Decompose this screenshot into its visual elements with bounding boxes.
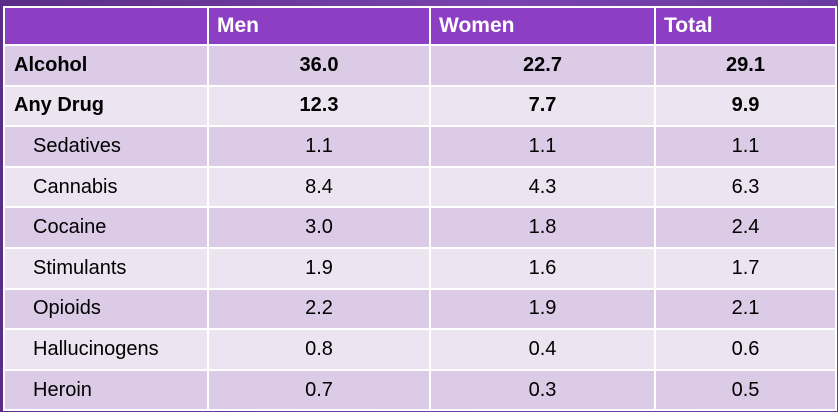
cell-men: 1.1 [207,125,431,168]
cell-men: 2.2 [207,287,431,331]
row-label: Hallucinogens [3,328,209,371]
cell-men: 1.9 [207,246,431,290]
cell-women: 22.7 [429,44,656,87]
header-row: Men Women Total [3,6,837,46]
cell-total: 6.3 [654,165,837,209]
prevalence-table: Men Women Total Alcohol 36.0 22.7 29.1 A… [3,6,837,412]
cell-women: 0.3 [429,368,656,412]
cell-women: 1.8 [429,206,656,249]
cell-total: 0.5 [654,368,837,412]
cell-men: 8.4 [207,165,431,209]
row-label: Alcohol [3,44,209,87]
cell-total: 1.7 [654,246,837,290]
table-row-heroin: Heroin 0.7 0.3 0.5 [3,368,837,412]
row-label: Cannabis [3,165,209,209]
table-row-cannabis: Cannabis 8.4 4.3 6.3 [3,165,837,209]
cell-total: 9.9 [654,84,837,128]
row-label: Sedatives [3,125,209,168]
table-row-any-drug: Any Drug 12.3 7.7 9.9 [3,84,837,128]
cell-total: 29.1 [654,44,837,87]
table-row-stimulants: Stimulants 1.9 1.6 1.7 [3,246,837,290]
cell-total: 2.4 [654,206,837,249]
cell-women: 1.1 [429,125,656,168]
cell-total: 2.1 [654,287,837,331]
cell-women: 4.3 [429,165,656,209]
cell-women: 7.7 [429,84,656,128]
row-label: Stimulants [3,246,209,290]
cell-women: 1.6 [429,246,656,290]
row-label: Heroin [3,368,209,412]
row-label: Any Drug [3,84,209,128]
cell-men: 3.0 [207,206,431,249]
table-row-cocaine: Cocaine 3.0 1.8 2.4 [3,206,837,249]
cell-women: 0.4 [429,328,656,371]
header-cell-women: Women [429,6,656,46]
table-body: Alcohol 36.0 22.7 29.1 Any Drug 12.3 7.7… [3,44,837,412]
table-header: Men Women Total [3,6,837,46]
table-row-opioids: Opioids 2.2 1.9 2.1 [3,287,837,331]
cell-women: 1.9 [429,287,656,331]
cell-men: 36.0 [207,44,431,87]
table-row-sedatives: Sedatives 1.1 1.1 1.1 [3,125,837,168]
cell-total: 0.6 [654,328,837,371]
cell-men: 0.7 [207,368,431,412]
header-cell-total: Total [654,6,837,46]
cell-men: 12.3 [207,84,431,128]
table-row-alcohol: Alcohol 36.0 22.7 29.1 [3,44,837,87]
cell-total: 1.1 [654,125,837,168]
header-cell-empty [3,6,209,46]
table-row-hallucinogens: Hallucinogens 0.8 0.4 0.6 [3,328,837,371]
cell-men: 0.8 [207,328,431,371]
row-label: Opioids [3,287,209,331]
row-label: Cocaine [3,206,209,249]
header-cell-men: Men [207,6,431,46]
